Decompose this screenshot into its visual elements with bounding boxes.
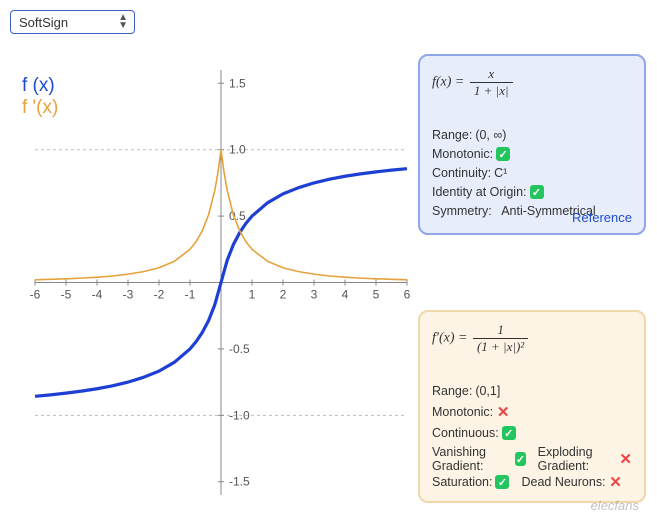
info-box-f: f(x) = x 1 + |x| Range:(0, ∞) Monotonic:… — [418, 54, 646, 235]
cross-icon: ✕ — [609, 473, 623, 491]
check-icon: ✓ — [530, 185, 544, 199]
chart-area: -6 -5 -4 -3 -2 -1 1 2 3 4 5 6 -1.5 -1.0 -0.5 0.5 1.0 1.5 — [15, 60, 415, 515]
svg-text:6: 6 — [404, 288, 411, 302]
cross-icon: ✕ — [496, 403, 510, 421]
prop-continuity-f: Continuity:C¹ — [432, 166, 632, 180]
svg-text:1: 1 — [249, 288, 256, 302]
svg-text:-3: -3 — [123, 288, 134, 302]
check-icon: ✓ — [496, 147, 510, 161]
svg-text:3: 3 — [311, 288, 318, 302]
formula-f-den: 1 + |x| — [470, 83, 513, 99]
formula-fp-num: 1 — [473, 322, 528, 339]
chevron-updown-icon: ▲▼ — [118, 14, 128, 30]
check-icon: ✓ — [495, 475, 509, 489]
cross-icon: ✕ — [619, 450, 632, 468]
svg-text:1.5: 1.5 — [229, 76, 246, 90]
prop-vanishing-fp: Vanishing Gradient:✓ — [432, 445, 526, 473]
svg-text:-4: -4 — [92, 288, 103, 302]
check-icon: ✓ — [515, 452, 525, 466]
prop-monotonic-fp: Monotonic:✕ — [432, 403, 632, 421]
check-icon: ✓ — [502, 426, 516, 440]
formula-f-num: x — [470, 66, 513, 83]
svg-text:-2: -2 — [154, 288, 165, 302]
svg-text:-5: -5 — [61, 288, 72, 302]
prop-monotonic-f: Monotonic:✓ — [432, 147, 632, 161]
prop-dead-fp: Dead Neurons:✕ — [521, 473, 622, 491]
svg-text:5: 5 — [373, 288, 380, 302]
activation-select-value: SoftSign — [19, 15, 68, 30]
prop-range-f: Range:(0, ∞) — [432, 128, 632, 142]
svg-text:2: 2 — [280, 288, 287, 302]
svg-text:0.5: 0.5 — [229, 209, 246, 223]
reference-link[interactable]: Reference — [572, 210, 632, 225]
line-chart: -6 -5 -4 -3 -2 -1 1 2 3 4 5 6 -1.5 -1.0 -0.5 0.5 1.0 1.5 — [15, 60, 415, 515]
prop-range-fp: Range:(0,1] — [432, 384, 632, 398]
activation-select[interactable]: SoftSign ▲▼ — [10, 10, 135, 34]
formula-f: f(x) = x 1 + |x| — [432, 66, 632, 99]
svg-text:4: 4 — [342, 288, 349, 302]
svg-text:-1: -1 — [185, 288, 196, 302]
prop-exploding-fp: Exploding Gradient:✕ — [538, 445, 632, 473]
prop-continuous-fp: Continuous:✓ — [432, 426, 632, 440]
svg-text:-6: -6 — [30, 288, 41, 302]
svg-text:-1.5: -1.5 — [229, 475, 250, 489]
formula-fprime: f′(x) = 1 (1 + |x|)² — [432, 322, 632, 355]
prop-identity-f: Identity at Origin:✓ — [432, 185, 632, 199]
prop-saturation-fp: Saturation:✓ — [432, 473, 509, 491]
svg-text:-0.5: -0.5 — [229, 342, 250, 356]
formula-fp-den: (1 + |x|)² — [473, 339, 528, 355]
formula-fp-lhs: f′(x) = — [432, 331, 471, 346]
svg-text:1.0: 1.0 — [229, 143, 246, 157]
formula-f-lhs: f(x) = — [432, 75, 468, 90]
svg-text:-1.0: -1.0 — [229, 408, 250, 422]
info-box-fprime: f′(x) = 1 (1 + |x|)² Range:(0,1] Monoton… — [418, 310, 646, 503]
